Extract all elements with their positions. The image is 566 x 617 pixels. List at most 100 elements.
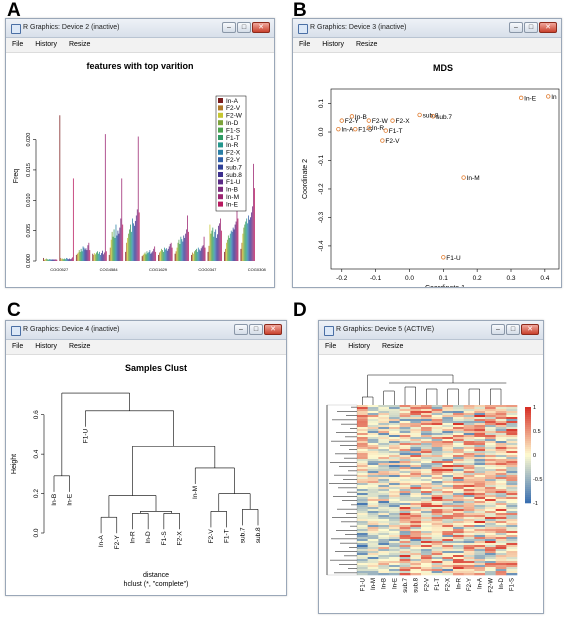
maximize-button[interactable]: □ bbox=[524, 22, 538, 33]
dendrogram-plot: Samples Clust 0.0 0.2 0.4 0.6 Height In-B In-E F… bbox=[6, 355, 286, 595]
heatmap-cell bbox=[463, 449, 475, 452]
heatmap-cell bbox=[485, 563, 496, 566]
bar bbox=[207, 251, 209, 261]
heatmap-cell bbox=[357, 407, 368, 410]
y-tick-label: 0.1 bbox=[318, 99, 325, 108]
heatmap-cell bbox=[399, 523, 411, 526]
heatmap-cell bbox=[378, 505, 390, 508]
menu-history[interactable]: History bbox=[322, 41, 345, 48]
minimize-button[interactable]: – bbox=[491, 324, 505, 335]
heatmap-cell bbox=[389, 411, 400, 414]
menu-file[interactable]: File bbox=[12, 343, 24, 350]
maximize-button[interactable]: □ bbox=[249, 324, 263, 335]
menu-history[interactable]: History bbox=[35, 343, 58, 350]
heatmap-cell bbox=[463, 513, 475, 516]
color-scale-segment bbox=[525, 451, 531, 454]
title-bar[interactable]: R Graphics: Device 2 (inactive) – □ ✕ bbox=[6, 19, 274, 38]
bar bbox=[53, 259, 55, 261]
menu-resize[interactable]: Resize bbox=[355, 41, 378, 48]
heatmap-cell bbox=[453, 541, 464, 544]
heatmap-cell bbox=[399, 549, 411, 552]
menu-bar: File History Resize bbox=[293, 38, 561, 53]
heatmap-cell bbox=[357, 427, 368, 430]
bar bbox=[121, 178, 123, 261]
heatmap-cell bbox=[378, 439, 390, 442]
heatmap-cell bbox=[378, 451, 390, 454]
bar bbox=[67, 258, 68, 261]
heatmap-cell bbox=[442, 439, 454, 442]
bar bbox=[245, 221, 247, 261]
heatmap-cell bbox=[431, 555, 443, 558]
bar bbox=[233, 229, 235, 261]
bar bbox=[228, 237, 230, 261]
heatmap-cell bbox=[367, 413, 379, 416]
menu-history[interactable]: History bbox=[348, 343, 371, 350]
close-button[interactable]: ✕ bbox=[521, 324, 539, 335]
heatmap-cell bbox=[357, 421, 368, 424]
heatmap-cell bbox=[367, 481, 379, 484]
heatmap-cell bbox=[495, 533, 507, 536]
bar bbox=[65, 259, 67, 261]
bar bbox=[85, 248, 87, 261]
heatmap-cell bbox=[485, 469, 496, 472]
heatmap-cell bbox=[357, 491, 368, 494]
minimize-button[interactable]: – bbox=[222, 22, 236, 33]
maximize-button[interactable]: □ bbox=[237, 22, 251, 33]
heatmap-cell bbox=[474, 477, 486, 480]
close-button[interactable]: ✕ bbox=[264, 324, 282, 335]
heatmap-cell bbox=[442, 511, 454, 514]
heatmap-cell bbox=[399, 561, 411, 564]
heatmap-cell bbox=[495, 515, 507, 518]
heatmap-cell bbox=[389, 551, 400, 554]
title-bar[interactable]: R Graphics: Device 3 (inactive) – □ ✕ bbox=[293, 19, 561, 38]
maximize-button[interactable]: □ bbox=[506, 324, 520, 335]
bar bbox=[97, 251, 98, 261]
menu-resize[interactable]: Resize bbox=[381, 343, 404, 350]
heatmap-cell bbox=[453, 553, 464, 556]
y-tick-label: 0.2 bbox=[33, 489, 40, 498]
heatmap-cell bbox=[389, 525, 400, 528]
menu-file[interactable]: File bbox=[299, 41, 311, 48]
color-scale-segment bbox=[525, 453, 531, 456]
heatmap-cell bbox=[485, 559, 496, 562]
r-graphics-app-icon bbox=[11, 24, 21, 34]
bar bbox=[230, 230, 232, 261]
bar bbox=[77, 252, 79, 261]
heatmap-cell bbox=[442, 523, 454, 526]
heatmap-cell bbox=[442, 455, 454, 458]
heatmap-cell bbox=[421, 477, 432, 480]
heatmap-cell bbox=[442, 537, 454, 540]
heatmap-cell bbox=[378, 433, 390, 436]
heatmap-cell bbox=[389, 533, 400, 536]
heatmap-cell bbox=[378, 465, 390, 468]
bar bbox=[86, 250, 88, 261]
heatmap-cell bbox=[431, 527, 443, 530]
minimize-button[interactable]: – bbox=[234, 324, 248, 335]
menu-file[interactable]: File bbox=[325, 343, 337, 350]
menu-resize[interactable]: Resize bbox=[68, 343, 91, 350]
menu-resize[interactable]: Resize bbox=[68, 41, 91, 48]
heatmap-cell bbox=[431, 491, 443, 494]
heatmap-cell bbox=[506, 523, 518, 526]
close-button[interactable]: ✕ bbox=[252, 22, 270, 33]
heatmap-cell bbox=[421, 507, 432, 510]
title-bar[interactable]: R Graphics: Device 4 (inactive) – □ ✕ bbox=[6, 321, 286, 340]
title-bar[interactable]: R Graphics: Device 5 (ACTIVE) – □ ✕ bbox=[319, 321, 543, 340]
heatmap-cell bbox=[495, 443, 507, 446]
heatmap-cell bbox=[506, 569, 518, 572]
menu-file[interactable]: File bbox=[12, 41, 24, 48]
y-tick-label: -0.2 bbox=[318, 183, 325, 195]
color-scale-segment bbox=[525, 471, 531, 474]
close-button[interactable]: ✕ bbox=[539, 22, 557, 33]
heatmap-cell bbox=[378, 457, 390, 460]
heatmap-cell bbox=[421, 475, 432, 478]
heatmap-cell bbox=[431, 439, 443, 442]
bar bbox=[48, 259, 50, 261]
minimize-button[interactable]: – bbox=[509, 22, 523, 33]
heatmap-cell bbox=[357, 507, 368, 510]
menu-history[interactable]: History bbox=[35, 41, 58, 48]
legend-swatch bbox=[218, 157, 223, 163]
heatmap-cell bbox=[463, 411, 475, 414]
heatmap-cell bbox=[453, 425, 464, 428]
heatmap-cell bbox=[410, 457, 422, 460]
